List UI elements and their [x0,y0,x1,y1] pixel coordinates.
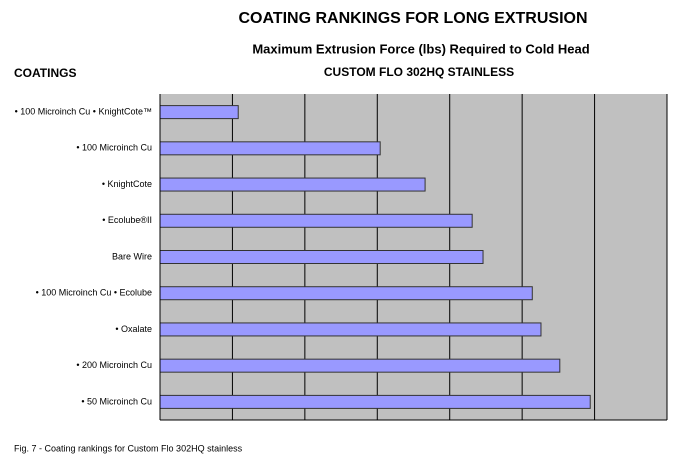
bar [159,322,542,337]
caption: Fig. 7 - Coating rankings for Custom Flo… [14,443,243,453]
bar [159,286,533,301]
y-tick-label: • KnightCote [102,179,152,189]
chart-title: COATING RANKINGS FOR LONG EXTRUSION [238,10,587,27]
bar [159,141,381,156]
y-tick-label: • 100 Microinch Cu [76,143,152,153]
bar [159,177,426,192]
y-tick-label: • 200 Microinch Cu [76,360,152,370]
y-tick-label: • Oxalate [115,324,152,334]
bar [159,250,484,264]
chart-subtitle: Maximum Extrusion Force (lbs) Required t… [252,41,589,56]
chart-subtitle: CUSTOM FLO 302HQ STAINLESS [324,65,514,79]
y-tick-label: • 100 Microinch Cu • KnightCote™ [15,106,152,116]
bar [159,105,239,120]
y-tick-label: • Ecolube®II [102,215,152,225]
y-tick-label: • 50 Microinch Cu [81,396,152,406]
y-tick-label: • 100 Microinch Cu • Ecolube [36,288,152,298]
axis-title: COATINGS [14,66,76,80]
bar [159,213,473,228]
bar [159,358,561,373]
bar [159,394,591,409]
y-tick-label: Bare Wire [112,251,152,261]
